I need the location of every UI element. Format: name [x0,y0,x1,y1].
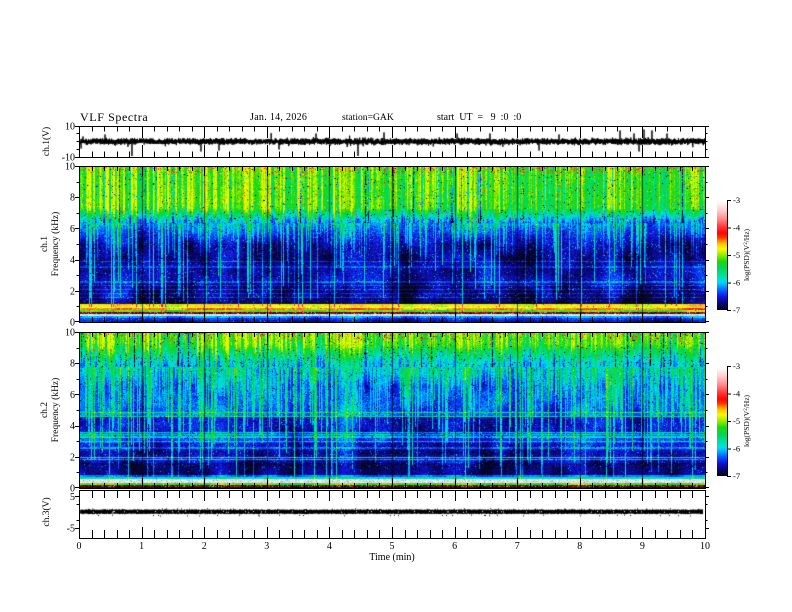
svg-text:1: 1 [139,541,144,552]
svg-text:Frequency (kHz): Frequency (kHz) [50,212,61,277]
svg-text:ch.2: ch.2 [40,402,50,418]
svg-text:-4: -4 [733,389,741,399]
svg-text:Frequency (kHz): Frequency (kHz) [50,378,61,443]
svg-text:10: 10 [65,122,75,133]
svg-text:-3: -3 [733,361,740,371]
svg-text:ch.1(V): ch.1(V) [41,127,52,156]
svg-text:VLF Spectra: VLF Spectra [80,110,148,124]
svg-text:4: 4 [70,255,75,266]
svg-text:4: 4 [327,541,332,552]
svg-text:-6: -6 [733,444,740,454]
svg-text:station=GAK: station=GAK [342,112,394,123]
svg-text:5: 5 [390,541,395,552]
svg-text:7: 7 [515,541,520,552]
svg-text:9: 9 [640,541,645,552]
svg-text:Jan. 14, 2026: Jan. 14, 2026 [250,112,307,123]
svg-text:6: 6 [70,390,75,401]
svg-text:0: 0 [70,318,75,329]
svg-text:10: 10 [700,541,710,552]
svg-text:6: 6 [452,541,457,552]
svg-text:-3: -3 [733,195,740,205]
svg-text:5: 5 [70,492,75,503]
svg-text:log(PSD)(V2/Hz): log(PSD)(V2/Hz) [742,394,751,447]
svg-text:-6: -6 [733,278,740,288]
svg-text:0: 0 [70,484,75,495]
svg-text:-5: -5 [67,524,75,535]
svg-text:8: 8 [70,359,75,370]
svg-text:Time (min): Time (min) [369,552,414,563]
svg-text:-5: -5 [733,416,740,426]
svg-text:2: 2 [70,452,75,463]
svg-text:-7: -7 [733,471,740,481]
svg-text:6: 6 [70,224,75,235]
svg-text:2: 2 [202,541,207,552]
svg-text:-4: -4 [733,223,741,233]
svg-text:8: 8 [70,193,75,204]
svg-text:0: 0 [77,541,82,552]
svg-text:-5: -5 [733,250,740,260]
svg-text:ch.3(V): ch.3(V) [41,497,52,526]
svg-text:3: 3 [264,541,269,552]
svg-text:start UT = 9 :0 :0: start UT = 9 :0 :0 [437,112,521,123]
svg-text:log(PSD)(V2/Hz): log(PSD)(V2/Hz) [742,228,751,281]
svg-text:4: 4 [70,421,75,432]
svg-text:10: 10 [65,162,75,173]
svg-text:-10: -10 [62,153,75,164]
svg-text:10: 10 [65,328,75,339]
svg-text:-7: -7 [733,305,740,315]
svg-text:ch.1: ch.1 [40,236,50,252]
svg-text:2: 2 [70,286,75,297]
svg-text:8: 8 [577,541,582,552]
